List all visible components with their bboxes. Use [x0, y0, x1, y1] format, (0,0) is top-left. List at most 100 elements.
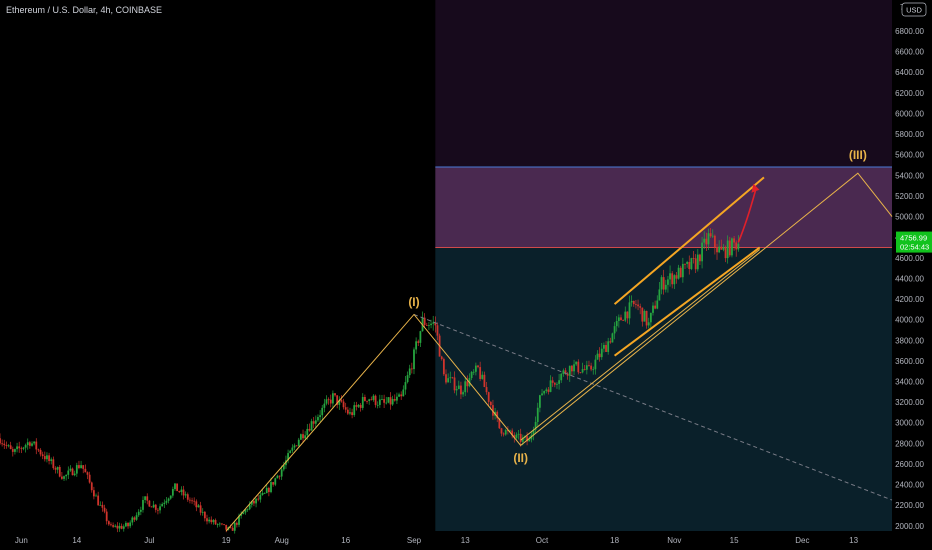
candle-body	[709, 233, 712, 237]
candle-body	[485, 387, 488, 393]
candle-body	[545, 389, 548, 391]
candle-body	[137, 511, 140, 516]
candle-body	[323, 403, 326, 408]
candle-body	[184, 494, 187, 496]
candle-body	[24, 445, 27, 448]
candle-body	[22, 447, 25, 449]
candle-body	[225, 524, 228, 530]
candle-body	[432, 322, 435, 324]
time-tick-label: 15	[730, 536, 739, 545]
candle-body	[694, 258, 697, 270]
dashed-trend-line	[413, 314, 893, 501]
candle-body	[410, 368, 413, 370]
candle-body	[317, 417, 319, 421]
candle-body	[338, 399, 341, 405]
candle-body	[359, 404, 362, 408]
candle-body	[265, 487, 268, 494]
candle-body	[398, 394, 400, 397]
candle-body	[543, 390, 546, 394]
candle-body	[299, 434, 302, 440]
candle-body	[652, 305, 654, 313]
candle-body	[568, 365, 571, 376]
candle-body	[174, 483, 176, 490]
candles-layer	[0, 227, 740, 534]
candle-body	[487, 392, 490, 402]
candle-body	[327, 399, 330, 401]
price-tick-label: 3800.00	[895, 336, 924, 345]
candle-body	[372, 395, 375, 400]
candle-body	[677, 267, 680, 279]
time-tick-label: 18	[610, 536, 619, 545]
time-axis[interactable]: Jun 14 Jul 19 Aug 16 Sep 13 Oct 18 Nov 15 Dec 13	[15, 536, 859, 545]
candle-body	[191, 500, 193, 502]
candle-body	[263, 493, 266, 494]
candle-body	[11, 449, 14, 452]
candle-body	[718, 246, 721, 253]
candle-body	[613, 326, 616, 334]
candle-body	[664, 284, 667, 290]
candle-body	[442, 359, 445, 375]
candle-body	[564, 370, 567, 374]
candle-body	[14, 449, 16, 452]
candle-body	[43, 456, 46, 460]
currency-button[interactable]	[901, 2, 927, 17]
candle-body	[402, 389, 405, 397]
support-trend-line	[520, 249, 761, 441]
candle-body	[688, 262, 691, 270]
projection-arrow-head	[751, 183, 760, 193]
candle-body	[67, 470, 70, 475]
candle-body	[41, 454, 44, 457]
candle-body	[472, 371, 475, 373]
candle-body	[206, 518, 208, 522]
price-tick-label: 5800.00	[895, 130, 924, 139]
candle-body	[489, 401, 492, 406]
candle-body	[18, 446, 21, 449]
candle-body	[233, 522, 236, 531]
candle-body	[80, 465, 82, 469]
candle-body	[415, 341, 418, 350]
zone-target	[435, 167, 892, 248]
candle-body	[645, 310, 648, 326]
candle-body	[33, 441, 36, 444]
candle-body	[690, 258, 693, 270]
candle-body	[310, 421, 313, 431]
candle-body	[681, 263, 684, 278]
price-tick-label: 6000.00	[895, 109, 924, 118]
candle-body	[596, 353, 599, 360]
candle-body	[538, 395, 541, 408]
price-axis[interactable]: 2000.00 2200.00 2400.00 2600.00 2800.00 3000.…	[895, 2, 932, 531]
candle-body	[178, 491, 181, 493]
candle-body	[679, 267, 682, 278]
candle-body	[248, 504, 251, 510]
candle-body	[321, 407, 324, 416]
candle-body	[449, 377, 452, 379]
candle-body	[381, 399, 383, 400]
candle-body	[632, 300, 635, 305]
candle-body	[541, 393, 543, 396]
price-tick-label: 4000.00	[895, 316, 924, 325]
candle-body	[389, 397, 392, 405]
candle-body	[641, 307, 644, 322]
candle-body	[193, 500, 196, 502]
wave-label: (II)	[513, 451, 528, 465]
candle-body	[671, 273, 674, 285]
candle-body	[92, 490, 95, 497]
candle-body	[287, 453, 289, 461]
candle-body	[492, 405, 494, 416]
candle-body	[637, 304, 639, 307]
candle-body	[383, 399, 386, 403]
candle-body	[579, 372, 582, 374]
time-tick-label: Oct	[536, 536, 549, 545]
candle-body	[571, 365, 573, 372]
candle-body	[479, 367, 482, 379]
candle-body	[90, 482, 93, 491]
candle-body	[603, 345, 605, 349]
candle-body	[120, 525, 123, 529]
candle-body	[302, 434, 304, 439]
candle-body	[125, 522, 127, 527]
candle-body	[460, 385, 462, 395]
candle-body	[699, 254, 701, 262]
candle-body	[306, 428, 309, 436]
time-tick-label: Sep	[407, 536, 422, 545]
